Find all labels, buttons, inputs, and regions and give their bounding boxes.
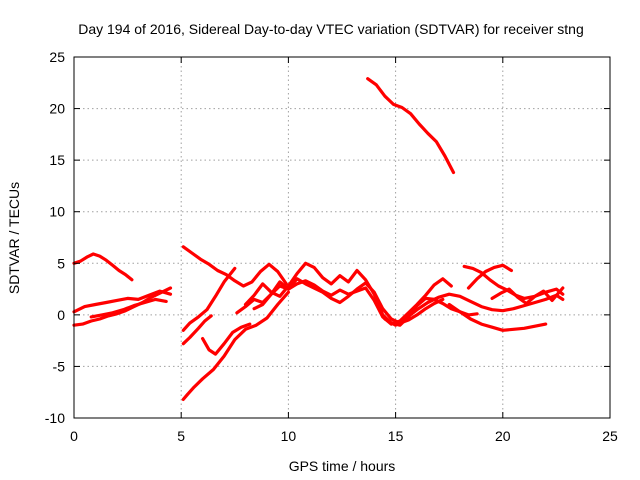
grid xyxy=(74,57,610,418)
x-tick-label: 10 xyxy=(281,428,297,444)
y-axis-label: SDTVAR / TECUs xyxy=(6,182,22,294)
series-line-4 xyxy=(89,297,168,319)
axis-ticks: 0 5 10 15 20 25 -10 -5 0 5 10 15 20 25 xyxy=(45,49,618,444)
series-line-1 xyxy=(72,252,134,282)
series-line-17 xyxy=(447,302,548,332)
y-tick-label: 20 xyxy=(49,101,65,117)
series-line-12 xyxy=(252,277,453,326)
x-tick-label: 0 xyxy=(70,428,78,444)
x-tick-label: 25 xyxy=(602,428,618,444)
series-line-8 xyxy=(181,266,237,332)
series-line-9 xyxy=(181,314,213,346)
series-line-11 xyxy=(243,261,479,327)
y-tick-label: 25 xyxy=(49,49,65,65)
y-tick-label: 10 xyxy=(49,204,65,220)
series-line-3 xyxy=(72,286,173,327)
data-series xyxy=(72,77,565,401)
y-tick-label: 5 xyxy=(57,255,65,271)
series-line-14 xyxy=(383,292,565,327)
x-tick-label: 15 xyxy=(388,428,404,444)
y-tick-label: 0 xyxy=(57,307,65,323)
series-line-13 xyxy=(366,77,456,175)
series-line-18 xyxy=(490,286,565,306)
series-line-15 xyxy=(466,263,513,290)
series-line-7 xyxy=(201,322,252,356)
y-tick-label: -10 xyxy=(45,410,65,426)
x-tick-label: 5 xyxy=(177,428,185,444)
y-tick-label: -5 xyxy=(53,358,66,374)
series-line-6 xyxy=(181,290,290,401)
x-axis-label: GPS time / hours xyxy=(289,458,396,474)
x-tick-label: 20 xyxy=(495,428,511,444)
y-tick-label: 15 xyxy=(49,152,65,168)
plot-frame xyxy=(73,56,611,419)
series-line-5 xyxy=(181,245,288,288)
series-line-2 xyxy=(72,289,173,314)
chart-title: Day 194 of 2016, Sidereal Day-to-day VTE… xyxy=(78,21,584,37)
